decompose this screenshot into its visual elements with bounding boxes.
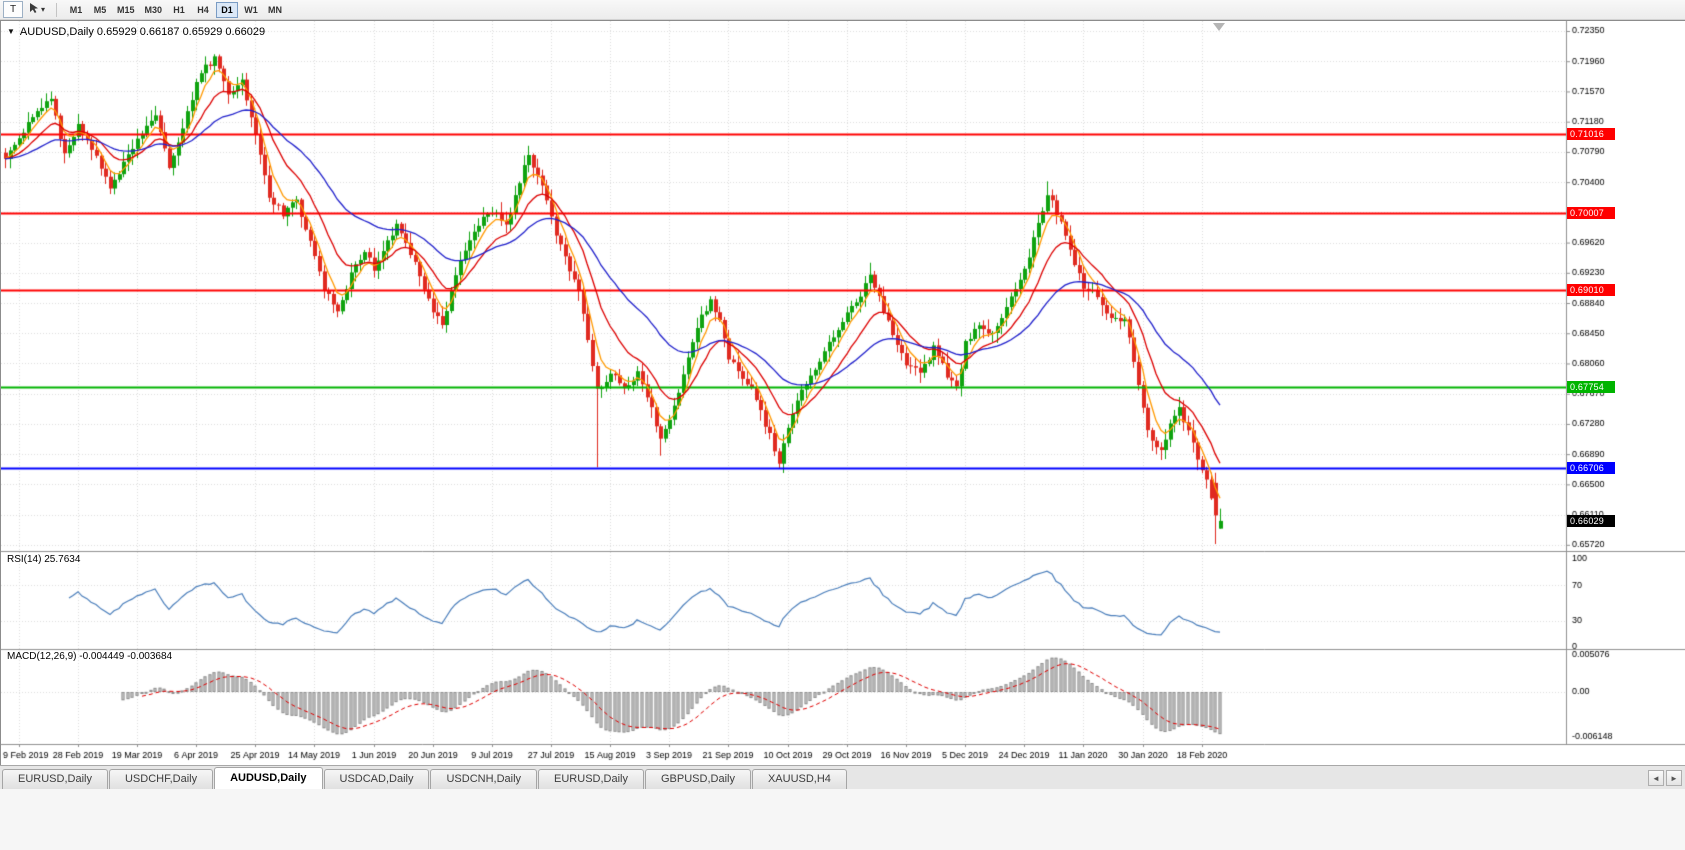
chart-title-text: AUDUSD,Daily 0.65929 0.66187 0.65929 0.6… [19,26,266,38]
chart-window: ▼ AUDUSD,Daily 0.65929 0.66187 0.65929 0… [0,20,1685,766]
pointer-icon [29,2,39,17]
tab-scroll-left-button[interactable]: ◄ [1648,770,1664,786]
bottom-filler [0,789,1685,850]
timeframe-w1-button[interactable]: W1 [244,4,258,15]
timeframe-m5-button[interactable]: M5 [93,4,107,15]
price-level-badge-0.67754: 0.67754 [1567,381,1615,394]
chart-tab-usdcnh-daily[interactable]: USDCNH,Daily [430,769,538,789]
timeframe-h1-button[interactable]: H1 [173,4,185,15]
timeframe-d1-button[interactable]: D1 [216,1,239,18]
current-price-badge: 0.66029 [1567,514,1615,527]
chart-title: ▼ AUDUSD,Daily 0.65929 0.66187 0.65929 0… [7,26,265,38]
timeframe-button-group: M1 M5 M15 M30 H1 H4 D1 W1 MN [64,1,287,18]
price-level-badge-0.71016: 0.71016 [1567,128,1615,141]
chart-tab-usdchf-daily[interactable]: USDCHF,Daily [108,769,214,789]
timeframe-mn-button[interactable]: MN [268,4,283,15]
chart-tab-xauusd-h4[interactable]: XAUUSD,H4 [751,769,847,789]
chart-tab-gbpusd-daily[interactable]: GBPUSD,Daily [645,769,751,789]
timeframe-h4-button[interactable]: H4 [197,4,209,15]
pointer-tool-button[interactable]: ▾ [25,1,49,18]
chart-tab-eurusd-daily[interactable]: EURUSD,Daily [2,769,108,789]
chart-shift-marker[interactable] [1213,23,1225,31]
chart-tab-usdcad-daily[interactable]: USDCAD,Daily [323,769,430,789]
chart-tab-eurusd-daily[interactable]: EURUSD,Daily [538,769,644,789]
chart-tab-audusd-daily[interactable]: AUDUSD,Daily [214,767,323,789]
timeframe-m15-button[interactable]: M15 [117,4,135,15]
rsi-label: RSI(14) 25.7634 [7,554,81,565]
t-tool-button[interactable]: T [3,1,23,18]
timeframe-m30-button[interactable]: M30 [144,4,163,15]
macd-label: MACD(12,26,9) -0.004449 -0.003684 [7,651,173,662]
price-level-badge-0.66706: 0.66706 [1567,462,1615,475]
collapse-arrow-icon[interactable]: ▼ [7,27,15,36]
chart-tab-bar: EURUSD,Daily USDCHF,Daily AUDUSD,Daily USDC… [0,765,1685,789]
top-toolbar: T ▾ M1 M5 M15 M30 H1 H4 D1 W1 MN [0,0,1685,20]
price-level-badge-0.69010: 0.69010 [1567,283,1615,296]
toolbar-separator [56,2,58,17]
dropdown-caret-icon: ▾ [41,5,46,14]
price-level-badge-0.70007: 0.70007 [1567,206,1615,219]
tab-scroll-right-button[interactable]: ► [1666,770,1682,786]
timeframe-m1-button[interactable]: M1 [69,4,83,15]
price-chart-canvas[interactable] [1,21,1685,766]
